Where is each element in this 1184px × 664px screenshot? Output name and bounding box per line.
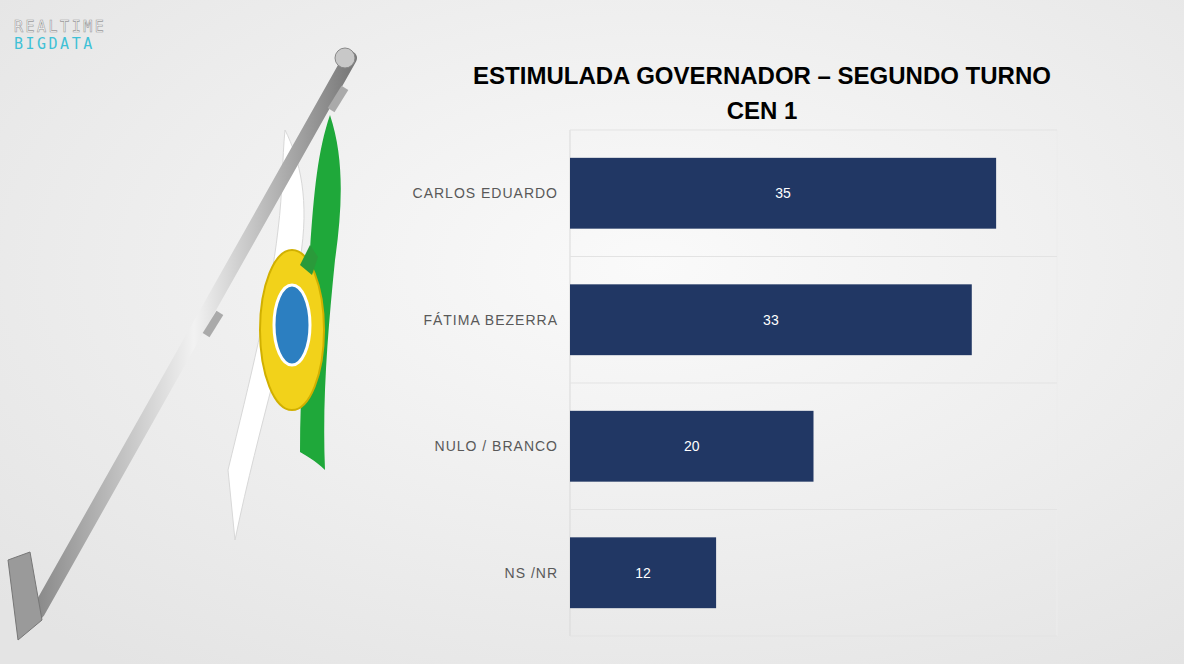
bar: [570, 158, 996, 229]
bars: [570, 158, 996, 608]
category-label: NS /NR: [505, 565, 558, 581]
data-label: 35: [775, 185, 791, 201]
data-label: 33: [763, 312, 779, 328]
bar: [570, 411, 814, 482]
data-label: 20: [684, 438, 700, 454]
labels: CARLOS EDUARDO 35 FÁTIMA BEZERRA 33 NULO / B…: [413, 185, 792, 581]
flag-shield: [274, 285, 310, 365]
background: [0, 0, 1184, 664]
chart-title: ESTIMULADA GOVERNADOR – SEGUNDO TURNO: [473, 62, 1051, 89]
logo-text: BIGDATA: [14, 35, 95, 53]
flag-palm: [300, 245, 318, 275]
flag-decoration: [8, 48, 355, 640]
category-grid-line: [570, 256, 1057, 257]
logo-text: REALTIME: [14, 18, 106, 36]
flag-ring: [203, 311, 224, 337]
flag-ring: [328, 86, 349, 112]
chart-subtitle: CEN 1: [727, 97, 798, 124]
plot-frame-bottom: [570, 636, 1057, 637]
flag-emblem: [260, 250, 324, 410]
flag-pole: [38, 58, 350, 612]
plot-frame-top: [570, 130, 1057, 131]
category-label: CARLOS EDUARDO: [413, 185, 558, 201]
bar: [570, 284, 972, 355]
chart-svg: REALTIMEBIGDATA ESTIMULADA GOVERNADOR – S…: [0, 0, 1184, 664]
flag-finial: [335, 48, 355, 68]
category-grid-line: [570, 509, 1057, 510]
chart-root: REALTIMEBIGDATA ESTIMULADA GOVERNADOR – S…: [0, 0, 1184, 664]
category-grid-line: [570, 383, 1057, 384]
category-label: NULO / BRANCO: [435, 438, 558, 454]
bar: [570, 537, 716, 608]
data-label: 12: [635, 565, 651, 581]
category-label: FÁTIMA BEZERRA: [423, 312, 558, 328]
flag-mount: [8, 552, 42, 640]
